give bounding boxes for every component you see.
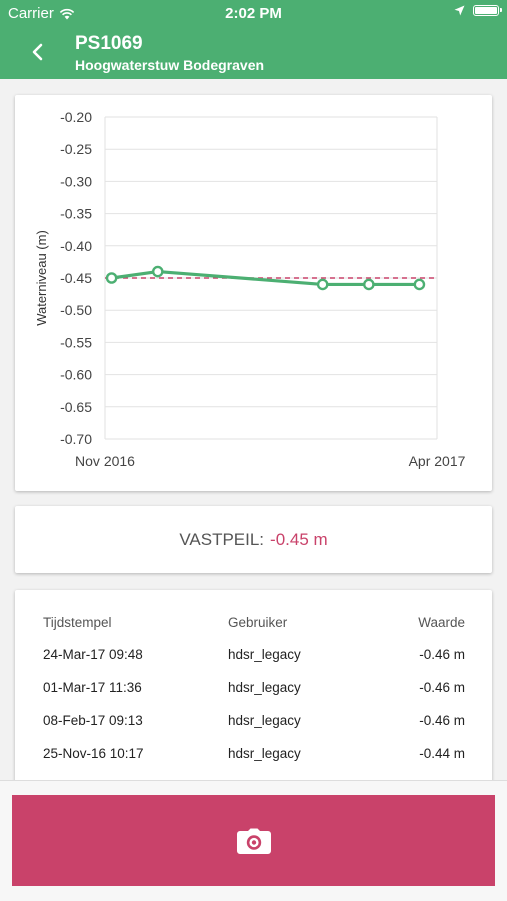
y-tick-label: -0.65: [60, 399, 92, 415]
battery-icon: [473, 5, 502, 16]
cell-timestamp: 24-Mar-17 09:48: [43, 647, 143, 662]
status-time: 2:02 PM: [225, 5, 282, 22]
header-timestamp: Tijdstempel: [43, 614, 112, 630]
x-tick-label: Apr 2017: [409, 453, 466, 469]
camera-icon: [236, 828, 271, 854]
table-header-row: Tijdstempel Gebruiker Waarde: [42, 606, 466, 638]
y-tick-label: -0.30: [60, 173, 92, 189]
y-tick-label: -0.45: [60, 270, 92, 286]
cell-user: hdsr_legacy: [228, 746, 301, 761]
y-tick-label: -0.50: [60, 302, 92, 318]
table-row: 01-Mar-17 11:36 hdsr_legacy -0.46 m: [42, 671, 466, 704]
cell-timestamp: 08-Feb-17 09:13: [43, 713, 143, 728]
data-point: [151, 265, 164, 278]
water-level-chart: -0.20 -0.25 -0.30 -0.35 -0.40 -0.45 -0.50 -0.55…: [34, 109, 466, 469]
status-right: [454, 5, 502, 16]
cell-value: -0.46 m: [419, 680, 465, 695]
y-tick-label: -0.20: [60, 109, 92, 125]
cell-timestamp: 25-Nov-16 10:17: [43, 746, 144, 761]
header-value: Waarde: [418, 614, 465, 630]
y-tick-label: -0.55: [60, 334, 92, 350]
cell-value: -0.46 m: [419, 647, 465, 662]
status-bar: Carrier 2:02 PM: [0, 0, 507, 27]
app-header: PS1069 Hoogwaterstuw Bodegraven: [0, 27, 507, 79]
header-user: Gebruiker: [228, 614, 288, 630]
chart-card: -0.20 -0.25 -0.30 -0.35 -0.40 -0.45 -0.50 -0.55…: [15, 95, 492, 491]
measurements-table: Tijdstempel Gebruiker Waarde 24-Mar-17 0…: [42, 606, 466, 791]
cell-user: hdsr_legacy: [228, 680, 301, 695]
y-tick-label: -0.60: [60, 367, 92, 383]
cell-timestamp: 01-Mar-17 11:36: [43, 680, 142, 695]
table-row: 25-Nov-16 10:17 hdsr_legacy -0.44 m: [42, 737, 466, 770]
page-title: PS1069: [75, 33, 143, 54]
cell-user: hdsr_legacy: [228, 713, 301, 728]
y-tick-label: -0.70: [60, 431, 92, 447]
carrier-group: Carrier: [8, 5, 75, 22]
data-point: [413, 278, 426, 291]
x-tick-label: Nov 2016: [75, 453, 135, 469]
data-point: [105, 272, 118, 284]
bottom-bar: [0, 780, 507, 901]
y-tick-label: -0.25: [60, 141, 92, 157]
data-point: [363, 278, 375, 291]
table-row: 08-Feb-17 09:13 hdsr_legacy -0.46 m: [42, 704, 466, 737]
back-arrow-icon[interactable]: [26, 40, 50, 64]
page-subtitle: Hoogwaterstuw Bodegraven: [75, 57, 265, 73]
location-arrow-icon: [454, 5, 465, 16]
y-tick-label: -0.35: [60, 206, 92, 222]
data-point: [316, 278, 329, 291]
wifi-icon: [59, 8, 75, 19]
vastpeil-label: VASTPEIL:: [179, 529, 265, 549]
measurements-card: Tijdstempel Gebruiker Waarde 24-Mar-17 0…: [15, 590, 492, 790]
y-tick-label: -0.40: [60, 238, 92, 254]
cell-value: -0.44 m: [419, 746, 465, 761]
vastpeil-value: -0.45 m: [270, 529, 328, 549]
carrier-label: Carrier: [8, 5, 54, 22]
y-axis-label: Waterniveau (m): [34, 230, 49, 326]
table-row: 24-Mar-17 09:48 hdsr_legacy -0.46 m: [42, 638, 466, 671]
vastpeil-card: VASTPEIL: -0.45 m: [15, 506, 492, 573]
cell-user: hdsr_legacy: [228, 647, 301, 662]
cell-value: -0.46 m: [419, 713, 465, 728]
camera-button[interactable]: [12, 795, 495, 886]
